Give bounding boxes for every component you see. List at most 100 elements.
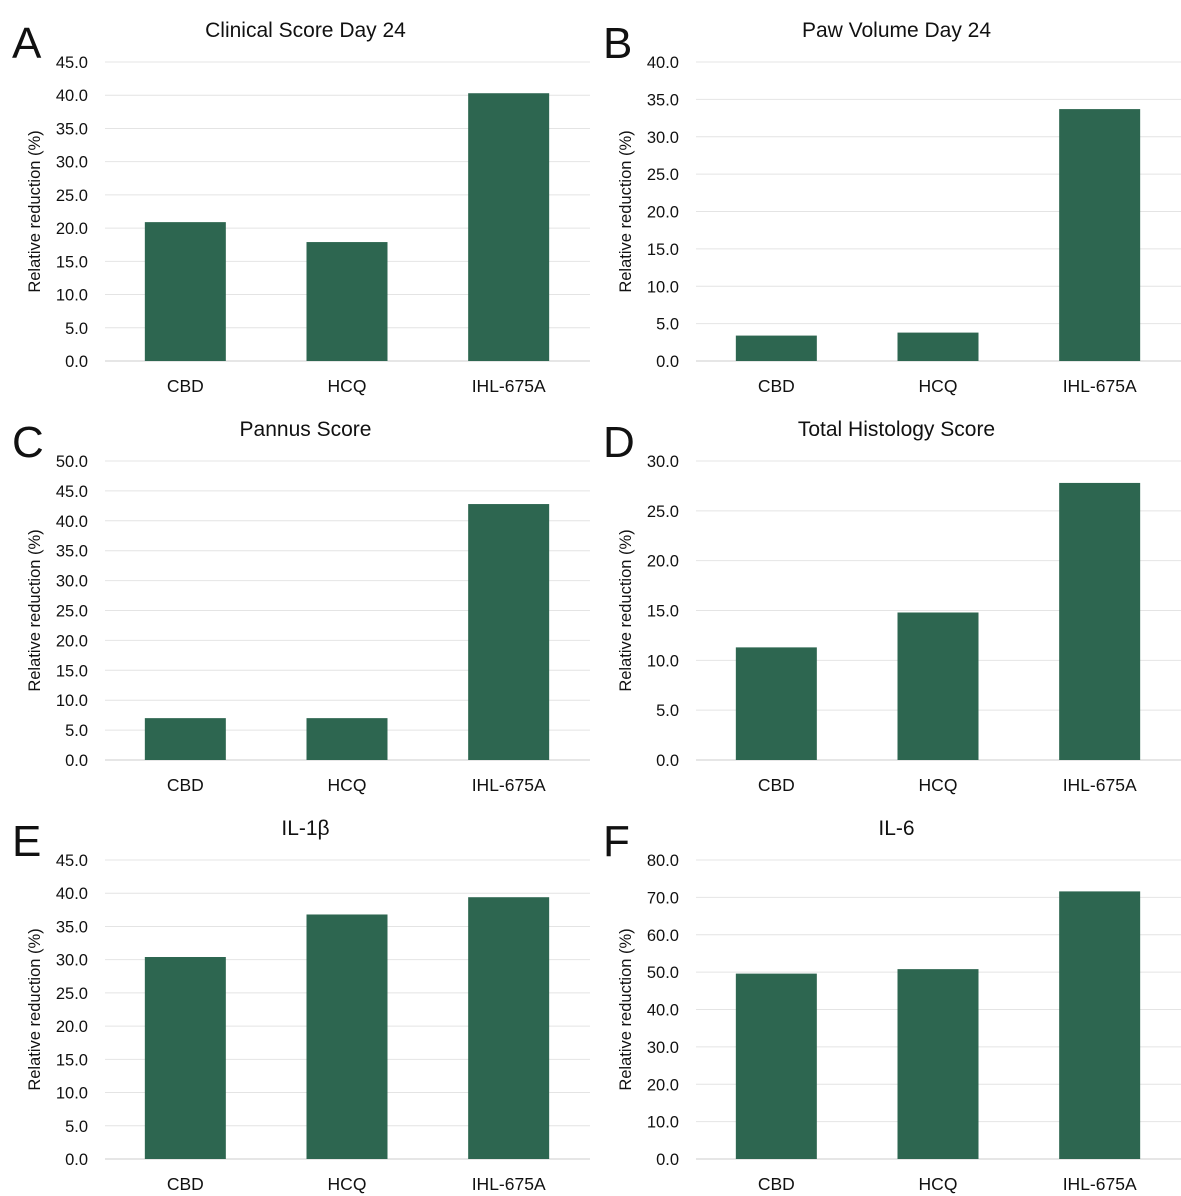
chart-title: Pannus Score [240, 418, 372, 441]
chart-svg-a: A Clinical Score Day 24 0.0 5.0 10.0 15.0 20.0… [12, 19, 590, 396]
y-tick-label: 0.0 [656, 353, 679, 371]
x-tick-label: HCQ [328, 1174, 367, 1194]
chart-panel-b: B Paw Volume Day 24 0.0 5.0 10.0 15.0 20.0 25.0… [591, 0, 1181, 398]
y-tick-label: 35.0 [56, 918, 88, 936]
y-tick-label: 10.0 [56, 287, 88, 305]
y-tick-label: 0.0 [656, 1151, 679, 1169]
y-tick-label: 40.0 [56, 513, 88, 531]
bar-hcq [897, 332, 979, 361]
bar-cbd [144, 718, 226, 760]
x-tick-label: IHL-675A [472, 775, 546, 795]
bar-ihl-675a [468, 504, 550, 760]
bar-hcq [306, 242, 388, 361]
y-tick-label: 40.0 [56, 87, 88, 105]
panel-letter: C [12, 418, 44, 467]
y-tick-label: 30.0 [56, 154, 88, 172]
x-tick-label: IHL-675A [472, 1174, 546, 1194]
panel-letter: B [603, 19, 632, 68]
bar-cbd [144, 222, 226, 361]
y-tick-label: 10.0 [56, 692, 88, 710]
y-tick-label: 0.0 [65, 1151, 88, 1169]
bar-ihl-675a [468, 93, 550, 362]
panel-letter: D [603, 418, 635, 467]
y-tick-label: 0.0 [65, 353, 88, 371]
bar-cbd [735, 973, 817, 1159]
x-tick-label: CBD [167, 376, 204, 396]
y-tick-label: 15.0 [647, 241, 679, 259]
y-tick-label: 0.0 [65, 752, 88, 770]
y-tick-label: 45.0 [56, 483, 88, 501]
bar-cbd [144, 957, 226, 1159]
y-tick-label: 40.0 [647, 1002, 679, 1020]
x-tick-label: IHL-675A [1063, 1174, 1137, 1194]
y-tick-label: 10.0 [647, 1114, 679, 1132]
y-tick-label: 50.0 [647, 964, 679, 982]
y-tick-label: 30.0 [647, 1039, 679, 1057]
y-tick-label: 5.0 [65, 320, 88, 338]
y-tick-label: 40.0 [647, 54, 679, 72]
y-tick-label: 80.0 [647, 852, 679, 870]
y-tick-label: 15.0 [56, 662, 88, 680]
bar-ihl-675a [1059, 891, 1141, 1159]
y-tick-label: 35.0 [647, 91, 679, 109]
x-tick-label: HCQ [919, 376, 958, 396]
y-tick-label: 25.0 [56, 985, 88, 1003]
bar-ihl-675a [468, 897, 550, 1159]
x-tick-label: HCQ [919, 1174, 958, 1194]
chart-panel-a: A Clinical Score Day 24 0.0 5.0 10.0 15.0 20.0… [0, 0, 590, 398]
y-axis-label: Relative reduction (%) [617, 928, 635, 1090]
y-tick-label: 20.0 [647, 1076, 679, 1094]
y-tick-label: 30.0 [647, 453, 679, 471]
panel-letter: E [12, 817, 41, 866]
chart-panel-c: C Pannus Score 0.0 5.0 10.0 15.0 20.0 25.0 30.0 3… [0, 399, 590, 797]
y-tick-label: 10.0 [56, 1085, 88, 1103]
bar-ihl-675a [1059, 482, 1141, 760]
chart-panel-e: E IL-1β 0.0 5.0 10.0 15.0 20.0 25.0 30.0 35.0 40.0… [0, 798, 590, 1196]
y-tick-label: 45.0 [56, 852, 88, 870]
y-tick-label: 30.0 [56, 573, 88, 591]
y-tick-label: 5.0 [65, 722, 88, 740]
y-tick-label: 60.0 [647, 927, 679, 945]
chart-svg-d: D Total Histology Score 0.0 5.0 10.0 15.0 20.0… [603, 418, 1181, 795]
bar-hcq [306, 718, 388, 760]
y-axis-label: Relative reduction (%) [617, 130, 635, 292]
y-tick-label: 25.0 [56, 187, 88, 205]
y-tick-label: 45.0 [56, 54, 88, 72]
y-tick-label: 40.0 [56, 885, 88, 903]
y-tick-label: 20.0 [56, 632, 88, 650]
chart-panel-f: F IL-6 0.0 10.0 20.0 30.0 40.0 50.0 60.0 70.0 80.0… [591, 798, 1181, 1196]
y-tick-label: 20.0 [647, 553, 679, 571]
x-tick-label: HCQ [328, 376, 367, 396]
y-tick-label: 5.0 [656, 316, 679, 334]
y-tick-label: 20.0 [647, 204, 679, 222]
bar-cbd [735, 647, 817, 760]
chart-svg-e: E IL-1β 0.0 5.0 10.0 15.0 20.0 25.0 30.0 35.0 40.0… [12, 817, 590, 1194]
x-tick-label: IHL-675A [1063, 376, 1137, 396]
x-tick-label: CBD [167, 775, 204, 795]
bar-hcq [306, 914, 388, 1159]
x-tick-label: IHL-675A [1063, 775, 1137, 795]
bar-hcq [897, 969, 979, 1159]
bar-cbd [735, 335, 817, 361]
y-tick-label: 30.0 [647, 129, 679, 147]
x-tick-label: CBD [758, 376, 795, 396]
x-tick-label: HCQ [328, 775, 367, 795]
y-axis-label: Relative reduction (%) [26, 529, 44, 691]
y-tick-label: 5.0 [656, 702, 679, 720]
chart-svg-c: C Pannus Score 0.0 5.0 10.0 15.0 20.0 25.0 30.0 3… [12, 418, 590, 795]
bar-ihl-675a [1059, 109, 1141, 361]
y-axis-label: Relative reduction (%) [617, 529, 635, 691]
chart-title: IL-1β [281, 817, 329, 840]
y-tick-label: 25.0 [647, 503, 679, 521]
y-axis-label: Relative reduction (%) [26, 928, 44, 1090]
panel-letter: F [603, 817, 630, 866]
y-tick-label: 10.0 [647, 278, 679, 296]
y-tick-label: 10.0 [647, 652, 679, 670]
y-tick-label: 70.0 [647, 889, 679, 907]
chart-panel-d: D Total Histology Score 0.0 5.0 10.0 15.0 20.0… [591, 399, 1181, 797]
bar-hcq [897, 612, 979, 760]
y-tick-label: 50.0 [56, 453, 88, 471]
y-tick-label: 25.0 [56, 603, 88, 621]
y-tick-label: 5.0 [65, 1118, 88, 1136]
y-tick-label: 35.0 [56, 120, 88, 138]
